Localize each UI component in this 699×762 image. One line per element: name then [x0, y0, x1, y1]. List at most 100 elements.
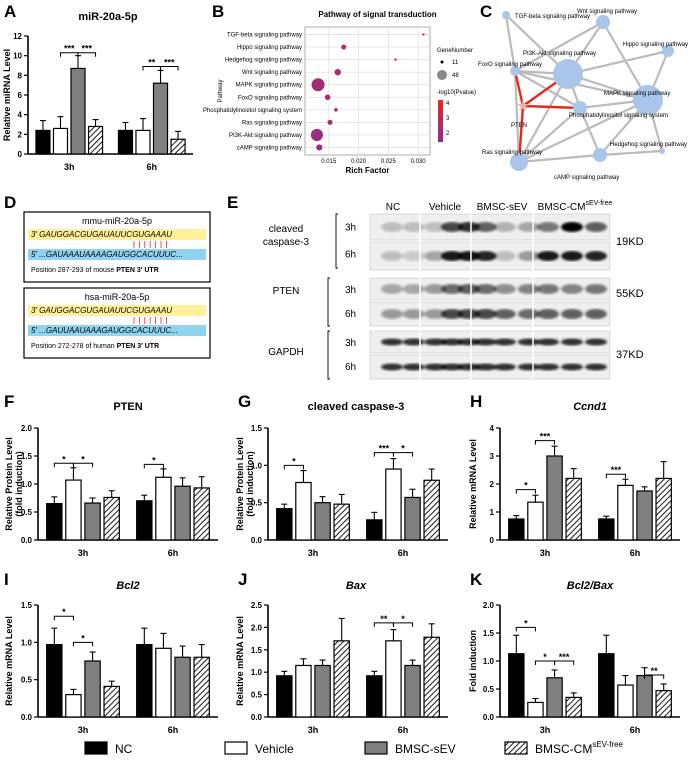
mirna-highlight	[28, 305, 206, 316]
y-tick-label: 1.0	[21, 480, 33, 489]
significance-bracket	[644, 674, 665, 679]
y-tick-label: 1.0	[483, 657, 495, 666]
network-node	[553, 59, 583, 89]
protein-label: cleaved	[269, 224, 303, 235]
blot-band	[474, 222, 497, 232]
blot-band	[381, 284, 403, 294]
y-axis-label-g: (fold induction)	[245, 451, 255, 516]
panel-label-i: I	[4, 570, 9, 589]
network-node-label: Phosphatidylinositol signaling system	[569, 113, 668, 119]
network-edge	[514, 21, 604, 72]
network-edge	[599, 149, 663, 157]
network-node-label: MAPK signaling pathway	[604, 91, 670, 97]
network-node-label: PI3K-Akt signaling pathway	[523, 51, 596, 57]
blot-band	[441, 284, 463, 294]
time-label: 6h	[345, 309, 356, 320]
significance-label: ***	[379, 444, 390, 454]
bar-chart-k: Bcl2/Bax Fold induction 0.0 0.5 1.0 1.5 2.0 3h 6…	[468, 580, 680, 735]
bar-j-bmsc-cm-6h	[423, 636, 440, 718]
time-label: 3h	[345, 338, 356, 349]
blot-band	[441, 309, 463, 319]
blot-band	[441, 251, 463, 261]
western-blot-e: NC Vehicle BMSC-sEV BMSC-CMsEV-free cleaved c…	[263, 200, 644, 380]
bubble-point	[316, 144, 323, 151]
sequence-alignment-d: mmu-miR-20a-5p 3′ GAUGGACGUGAUAUUCGUGAAAU…	[23, 211, 211, 359]
significance-label: ***	[540, 432, 551, 442]
blot-band	[381, 338, 403, 346]
y-tick-label: 1.5	[251, 646, 263, 655]
y-tick-label: 2	[490, 480, 495, 489]
network-node-label: Wnt signaling pathway	[577, 9, 637, 15]
y-tick-label: 0.5	[251, 691, 263, 700]
bar-k-bmsc-cm-3h	[565, 696, 582, 718]
network-edge	[504, 14, 517, 72]
panel-label-d: D	[4, 193, 16, 212]
row-bracket	[327, 277, 330, 327]
color-legend-tick: 4	[446, 101, 450, 107]
bar-h-bmsc-cm-3h	[565, 477, 582, 541]
blot-band	[474, 284, 497, 294]
network-node	[573, 101, 587, 115]
sequence-box	[23, 211, 211, 283]
significance-bracket	[72, 462, 94, 468]
utr-sequence: 5′ ...GAUUAAUAAAGAUGGCACUUUC...	[31, 326, 178, 335]
y-tick-label: 1.5	[483, 629, 495, 638]
bar-k-bmsc-sev-3h	[546, 677, 563, 718]
x-tick-label: 3h	[78, 548, 89, 558]
bar-g-bmsc-sev-6h	[404, 496, 421, 541]
utr-highlight	[28, 325, 206, 336]
bar-k-bmsc-cm-6h	[655, 690, 672, 718]
protein-label: PTEN	[273, 286, 300, 297]
bar-h-nc-3h	[508, 518, 525, 541]
y-tick-label: 4	[490, 424, 495, 433]
bubble-point	[334, 68, 341, 76]
blot-band	[537, 309, 559, 319]
bar-i-bmsc-sev-6h	[174, 656, 191, 718]
blot-band	[537, 251, 559, 261]
bubble-point	[324, 94, 331, 101]
legend-label-bmsc-cm: BMSC-CMsEV-free	[535, 740, 624, 756]
bar-chart-i: Bcl2 Relative mRNA Level 0.0 0.5 1.0 1.5 3h 6h *…	[4, 580, 218, 735]
color-legend-tick: 2	[446, 131, 450, 137]
y-tick-label: Wnt signaling pathway	[242, 70, 302, 76]
bar-a-vehicle-6h	[135, 129, 151, 155]
y-tick-label: 0.5	[21, 508, 33, 517]
significance-label: *	[401, 444, 405, 454]
blot-band	[457, 222, 480, 232]
blot-band	[474, 251, 497, 261]
target-position: Position 287-293 of mouse PTEN 3′ UTR	[31, 267, 159, 274]
legend-label-vehicle: Vehicle	[255, 742, 294, 756]
chart-title-k: Bcl2/Bax	[567, 580, 614, 592]
bar-g-bmsc-cm-3h	[333, 503, 350, 541]
column-superscript: sEV-free	[585, 200, 612, 207]
y-tick-label: 2.0	[251, 623, 263, 632]
bar-h-bmsc-cm-6h	[655, 477, 672, 541]
bar-k-vehicle-3h	[527, 701, 544, 718]
size-legend-title: GeneNumber	[437, 48, 473, 54]
y-tick-label: 0.5	[21, 676, 33, 685]
blot-band	[493, 363, 516, 371]
y-tick-label: FoxO signaling pathway	[238, 95, 302, 101]
blot-band	[441, 363, 463, 371]
y-tick-label: 2.0	[483, 601, 495, 610]
sequence-box	[23, 287, 211, 359]
blot-column-label: BMSC-CMsEV-free	[538, 200, 613, 213]
y-tick-label: 1.0	[251, 461, 263, 470]
y-tick-label: 0	[18, 150, 23, 159]
gene-name: PTEN 3′ UTR	[117, 343, 160, 350]
bar-j-vehicle-6h	[385, 640, 402, 718]
mirna-sequence: 3′ GAUGGACGUGAUAUUCGUGAAAU	[31, 306, 172, 315]
panel-label-g: G	[238, 392, 251, 411]
y-tick-label: MAPK signaling pathway	[236, 83, 302, 89]
plot-area	[304, 26, 431, 156]
band-size: 55KD	[616, 288, 644, 300]
bar-i-vehicle-3h	[65, 693, 82, 718]
chart-title-a: miR-20a-5p	[78, 11, 138, 23]
y-tick-label: 1	[490, 508, 495, 517]
y-axis-label-h: Relative mRNA Level	[468, 439, 478, 529]
mirna-name: mmu-miR-20a-5p	[82, 216, 152, 226]
blot-band	[537, 222, 559, 232]
blot-band	[457, 363, 480, 371]
blot-band	[493, 284, 516, 294]
blot-band	[517, 338, 540, 346]
